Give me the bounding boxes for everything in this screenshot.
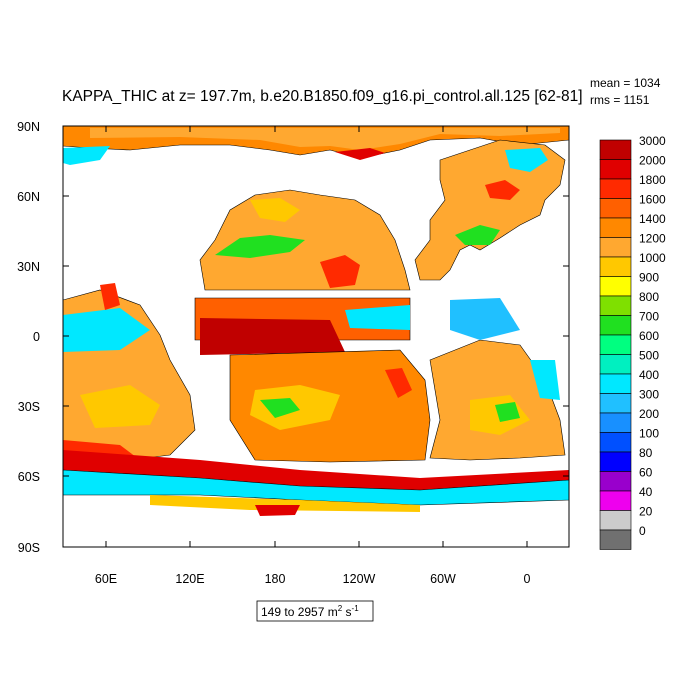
colorbar-label: 2000 bbox=[639, 154, 666, 168]
colorbar-swatch bbox=[599, 315, 632, 336]
eq-atlantic-blue bbox=[450, 298, 520, 340]
lat-label: 90N bbox=[17, 120, 40, 134]
lat-label: 60N bbox=[17, 190, 40, 204]
colorbar-swatch bbox=[599, 432, 632, 453]
equatorial-core bbox=[200, 318, 345, 355]
colorbar-label: 900 bbox=[639, 271, 659, 285]
colorbar-swatch bbox=[599, 217, 632, 238]
range-label-box: 149 to 2957 m2 s-1 bbox=[256, 600, 374, 622]
kuroshio-green bbox=[215, 235, 305, 258]
lat-label: 0 bbox=[33, 330, 40, 344]
colorbar-swatch bbox=[599, 412, 632, 433]
colorbar-label: 100 bbox=[639, 427, 659, 441]
colorbar-label: 80 bbox=[639, 446, 653, 460]
lat-label: 30N bbox=[17, 260, 40, 274]
colorbar-label: 1400 bbox=[639, 212, 666, 226]
lon-label: 60W bbox=[430, 572, 456, 586]
arabian-red bbox=[100, 283, 120, 310]
lon-label: 120W bbox=[343, 572, 376, 586]
antarctic-margin bbox=[150, 495, 420, 512]
mean-label: mean = 1034 bbox=[590, 76, 661, 90]
lon-label: 120E bbox=[175, 572, 204, 586]
plot-title: KAPPA_THIC at z= 197.7m, b.e20.B1850.f09… bbox=[62, 88, 583, 105]
arctic-cyan bbox=[63, 146, 110, 165]
eq-cyan-band bbox=[345, 305, 410, 330]
indian-cyan bbox=[63, 308, 150, 352]
colorbar: 3000200018001600140012001000900800700600… bbox=[599, 134, 666, 550]
longitude-axis: 60E 120E 180 120W 60W 0 bbox=[95, 126, 531, 586]
colorbar-swatch bbox=[599, 451, 632, 472]
colorbar-label: 20 bbox=[639, 505, 653, 519]
colorbar-swatch bbox=[599, 139, 632, 160]
colorbar-swatch bbox=[599, 529, 632, 550]
colorbar-swatch bbox=[599, 471, 632, 492]
colorbar-label: 300 bbox=[639, 388, 659, 402]
colorbar-label: 0 bbox=[639, 524, 646, 538]
sa-green bbox=[495, 402, 520, 422]
colorbar-swatch bbox=[599, 295, 632, 316]
colorbar-label: 1000 bbox=[639, 251, 666, 265]
colorbar-label: 1800 bbox=[639, 173, 666, 187]
peru-red bbox=[385, 368, 412, 398]
colorbar-swatch bbox=[599, 354, 632, 375]
colorbar-swatch bbox=[599, 510, 632, 531]
indian-yellow bbox=[80, 385, 160, 428]
lat-label: 60S bbox=[18, 470, 40, 484]
colorbar-swatch bbox=[599, 159, 632, 180]
ross-red bbox=[255, 505, 300, 516]
colorbar-label: 1200 bbox=[639, 232, 666, 246]
arctic-ice-band bbox=[90, 128, 560, 150]
colorbar-swatch bbox=[599, 276, 632, 297]
colorbar-label: 600 bbox=[639, 329, 659, 343]
ocean-field bbox=[63, 126, 569, 547]
arctic-red-patch bbox=[335, 148, 385, 160]
north-atlantic bbox=[414, 139, 566, 281]
colorbar-swatch bbox=[599, 373, 632, 394]
gulf-green bbox=[455, 225, 500, 245]
colorbar-swatch bbox=[599, 490, 632, 511]
colorbar-label: 700 bbox=[639, 310, 659, 324]
colorbar-label: 1600 bbox=[639, 193, 666, 207]
colorbar-label: 60 bbox=[639, 466, 653, 480]
irminger-cyan bbox=[505, 148, 548, 172]
benguela-cyan bbox=[530, 360, 560, 400]
lat-label: 30S bbox=[18, 400, 40, 414]
colorbar-swatch bbox=[599, 198, 632, 219]
colorbar-swatch bbox=[599, 256, 632, 277]
lon-label: 0 bbox=[524, 572, 531, 586]
southern-ocean bbox=[63, 469, 569, 506]
colorbar-swatch bbox=[599, 393, 632, 414]
sp-green bbox=[260, 398, 300, 418]
southern-ocean-red bbox=[63, 450, 569, 490]
colorbar-label: 200 bbox=[639, 407, 659, 421]
range-label: 149 to 2957 m2 s-1 bbox=[261, 604, 359, 619]
latitude-axis: 90N 60N 30N 0 30S 60S 90S bbox=[17, 120, 569, 555]
colorbar-label: 800 bbox=[639, 290, 659, 304]
colorbar-label: 400 bbox=[639, 368, 659, 382]
colorbar-label: 3000 bbox=[639, 134, 666, 148]
lat-label: 90S bbox=[18, 541, 40, 555]
subtropical-red bbox=[320, 255, 360, 288]
lon-label: 180 bbox=[265, 572, 286, 586]
colorbar-label: 40 bbox=[639, 485, 653, 499]
colorbar-swatch bbox=[599, 334, 632, 355]
lon-label: 60E bbox=[95, 572, 117, 586]
colorbar-swatch bbox=[599, 237, 632, 258]
labrador-red bbox=[485, 180, 520, 200]
colorbar-label: 500 bbox=[639, 349, 659, 363]
colorbar-swatch bbox=[599, 178, 632, 199]
np-yellow bbox=[250, 198, 300, 222]
rms-label: rms = 1151 bbox=[590, 93, 650, 107]
